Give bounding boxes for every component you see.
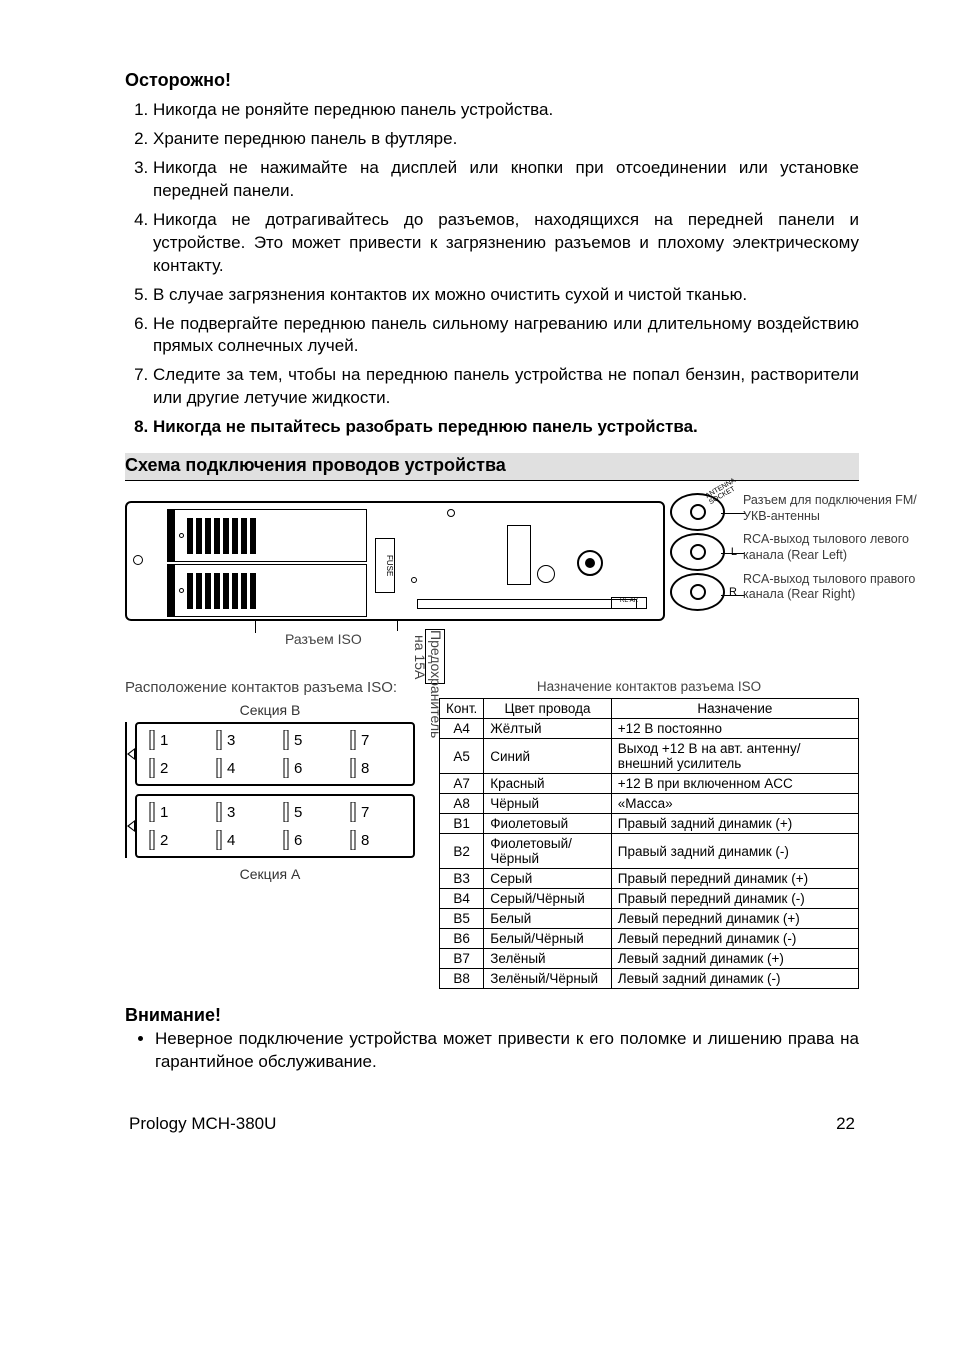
- warning-item: Следите за тем, чтобы на переднюю панель…: [153, 364, 859, 410]
- table-row: B7ЗелёныйЛевый задний динамик (+): [440, 949, 859, 969]
- table-row: A5СинийВыход +12 В на авт. антенну/ внеш…: [440, 739, 859, 774]
- table-row: A7Красный+12 В при включенном ACC: [440, 774, 859, 794]
- callout-rca-right: RCA-выход тылового правого канала (Rear …: [743, 572, 923, 603]
- rca-left-icon: L: [670, 533, 725, 571]
- col-pin: Конт.: [440, 699, 484, 719]
- warning-title: Осторожно!: [125, 70, 859, 91]
- table-row: B1ФиолетовыйПравый задний динамик (+): [440, 814, 859, 834]
- warning-item: Храните переднюю панель в футляре.: [153, 128, 859, 151]
- warning-item: Никогда не нажимайте на дисплей или кноп…: [153, 157, 859, 203]
- section-a-label: Секция A: [125, 866, 415, 882]
- warning-item: В случае загрязнения контактов их можно …: [153, 284, 859, 307]
- wiring-diagram: FUSE RE AR ANTENNA SOCKET L R: [125, 491, 859, 661]
- footer-page: 22: [836, 1114, 855, 1134]
- antenna-socket-icon: ANTENNA SOCKET: [670, 493, 725, 531]
- fuse-icon: FUSE: [375, 538, 395, 593]
- fuse-label: Предохранитель на 15А: [425, 629, 445, 684]
- iso-pinout-table: Конт. Цвет провода Назначение A4Жёлтый+1…: [439, 698, 859, 989]
- table-row: B4Серый/ЧёрныйПравый передний динамик (-…: [440, 889, 859, 909]
- warning-item: Никогда не пытайтесь разобрать переднюю …: [153, 416, 859, 439]
- warning-list: Никогда не роняйте переднюю панель устро…: [125, 99, 859, 439]
- head-unit: FUSE RE AR: [125, 501, 665, 621]
- attention-title: Внимание!: [125, 1005, 859, 1026]
- table-row: B6Белый/ЧёрныйЛевый передний динамик (-): [440, 929, 859, 949]
- warning-item: Не подвергайте переднюю панель сильному …: [153, 313, 859, 359]
- table-row: B3СерыйПравый передний динамик (+): [440, 869, 859, 889]
- footer-model: Prology MCH-380U: [129, 1114, 276, 1134]
- iso-connector-icon: [167, 509, 367, 617]
- rear-marker: RE AR: [611, 597, 647, 609]
- attention-list: Неверное подключение устройства может пр…: [125, 1028, 859, 1074]
- table-row: B5БелыйЛевый передний динамик (+): [440, 909, 859, 929]
- callout-antenna: Разъем для подключения FM/УКВ-антенны: [743, 493, 923, 524]
- connector-b-icon: 1 3 5 7 2 4 6 8: [135, 722, 415, 786]
- section-title: Схема подключения проводов устройства: [125, 453, 859, 481]
- callout-rca-left: RCA-выход тылового левого канала (Rear L…: [743, 532, 923, 563]
- pin-layout-title: Расположение контактов разъема ISO:: [125, 679, 415, 696]
- connector-a-icon: 1 3 5 7 2 4 6 8: [135, 794, 415, 858]
- section-b-label: Секция B: [125, 702, 415, 718]
- attention-item: Неверное подключение устройства может пр…: [155, 1028, 859, 1074]
- warning-item: Никогда не дотрагивайтесь до разъемов, н…: [153, 209, 859, 278]
- table-row: B2Фиолетовый/ЧёрныйПравый задний динамик…: [440, 834, 859, 869]
- warning-item: Никогда не роняйте переднюю панель устро…: [153, 99, 859, 122]
- iso-table-title: Назначение контактов разъема ISO: [439, 679, 859, 694]
- rca-right-icon: R: [670, 573, 725, 611]
- col-func: Назначение: [611, 699, 858, 719]
- table-row: A4Жёлтый+12 В постоянно: [440, 719, 859, 739]
- table-row: B8Зелёный/ЧёрныйЛевый задний динамик (-): [440, 969, 859, 989]
- table-row: A8Чёрный«Масса»: [440, 794, 859, 814]
- col-color: Цвет провода: [484, 699, 612, 719]
- iso-label: Разъем ISO: [285, 631, 362, 647]
- table-header-row: Конт. Цвет провода Назначение: [440, 699, 859, 719]
